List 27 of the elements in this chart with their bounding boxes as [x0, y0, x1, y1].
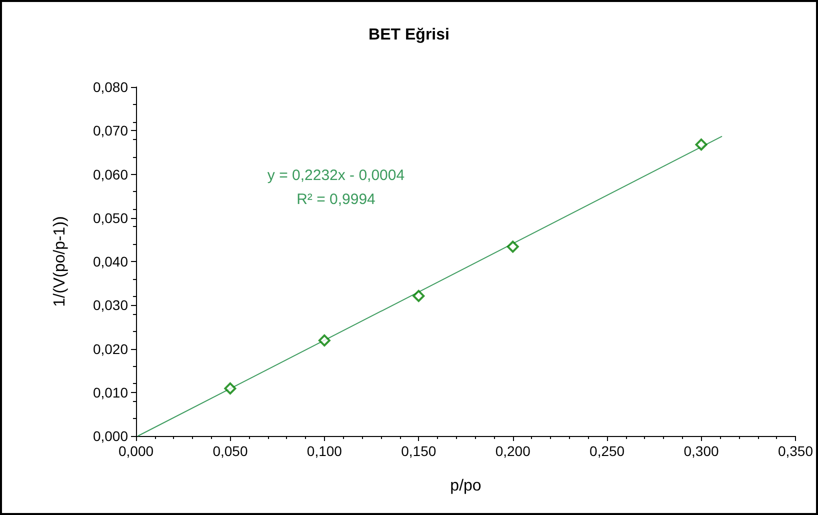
annotation: y = 0,2232x - 0,0004 [267, 167, 405, 184]
y-tick-label: 0,070 [92, 122, 128, 139]
y-tick-label: 0,080 [92, 79, 128, 95]
x-tick-label: 0,100 [306, 443, 342, 459]
x-tick-label: 0,150 [401, 443, 436, 459]
y-tick-label: 0,000 [92, 428, 128, 444]
chart-title: BET Eğrisi [368, 26, 450, 44]
y-tick-label: 0,060 [92, 166, 128, 182]
point [224, 382, 236, 394]
y-tick-label: 0,040 [92, 254, 128, 270]
y-tick-label: 0,020 [92, 340, 128, 357]
x-tick-label: 0,250 [590, 443, 625, 459]
x-tick-label: 0,000 [118, 443, 154, 459]
y-tick-label: 0,010 [92, 384, 128, 400]
y-tick-label: 0,030 [92, 297, 128, 314]
point [318, 334, 330, 346]
y-tick-label: 0,050 [92, 210, 128, 226]
x-tick-label: 0,200 [495, 443, 531, 459]
point [412, 290, 425, 302]
x-tick-label: 0,300 [684, 443, 719, 459]
annotation: R² = 0,9994 [296, 191, 376, 208]
y-axis-title: 1/(V(po/p-1)) [52, 216, 68, 307]
point [695, 138, 708, 151]
x-tick-label: 0,350 [778, 443, 814, 459]
point [506, 240, 519, 253]
x-tick-label: 0,050 [212, 443, 248, 459]
x-axis-title: p/po [450, 478, 482, 494]
